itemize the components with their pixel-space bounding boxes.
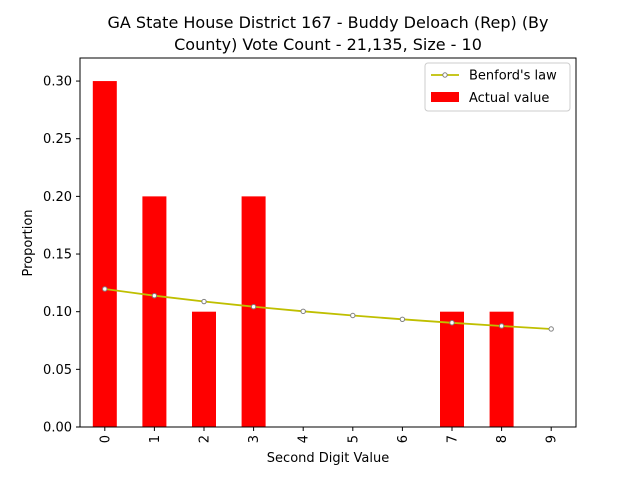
y-tick-label-5: 0.25 <box>43 132 72 147</box>
y-tick-label-1: 0.05 <box>43 363 72 378</box>
chart-title-line-2: County) Vote Count - 21,135, Size - 10 <box>174 35 482 54</box>
x-tick-label-7: 7 <box>446 435 461 443</box>
x-axis-label: Second Digit Value <box>267 451 389 466</box>
bar-digit-3 <box>241 196 266 427</box>
bar-digit-8 <box>489 311 514 427</box>
benford-point-8 <box>498 323 505 329</box>
benford-point-0 <box>102 286 108 292</box>
plot-area: 0.00 0.05 0.10 0.15 0.20 0.25 0.30 0 1 2 3 4 5 6 7 8 9 Be… <box>43 57 577 443</box>
plot-frame <box>79 57 577 428</box>
benford-point-3 <box>250 304 257 310</box>
benford-point-9 <box>548 326 554 332</box>
y-tick-label-6: 0.30 <box>43 75 72 90</box>
y-tick-label-4: 0.20 <box>43 190 72 205</box>
x-tick-label-1: 1 <box>148 435 163 443</box>
benford-point-5 <box>350 312 356 319</box>
x-tick-label-8: 8 <box>495 435 510 443</box>
benford-line <box>104 288 552 330</box>
x-tick-label-3: 3 <box>247 435 262 443</box>
x-tick-label-4: 4 <box>297 435 312 443</box>
benford-point-4 <box>300 308 306 315</box>
legend-bar-swatch <box>431 92 459 102</box>
x-tick-label-2: 2 <box>198 435 213 443</box>
legend-label-benford: Benford's law <box>469 69 557 84</box>
bar-digit-1 <box>142 196 167 427</box>
y-tick-label-2: 0.10 <box>43 305 72 320</box>
x-tick-label-6: 6 <box>396 435 411 443</box>
x-tick-label-9: 9 <box>545 435 560 443</box>
legend-box <box>424 62 571 112</box>
benford-point-2 <box>201 298 207 305</box>
x-tick-label-0: 0 <box>98 435 113 443</box>
bar-digit-7 <box>440 311 464 427</box>
legend-label-actual: Actual value <box>469 91 549 106</box>
legend-line-marker <box>442 72 448 78</box>
x-tick-label-5: 5 <box>346 435 361 443</box>
benford-point-6 <box>399 316 406 322</box>
y-tick-label-0: 0.00 <box>43 421 72 436</box>
bar-digit-2 <box>192 311 216 427</box>
y-tick-label-3: 0.15 <box>43 248 72 263</box>
bar-digit-0 <box>92 81 117 427</box>
y-axis-label: Proportion <box>21 209 36 276</box>
chart-title-line-1: GA State House District 167 - Buddy Delo… <box>108 13 549 32</box>
benford-point-1 <box>151 292 158 299</box>
benford-point-7 <box>449 320 455 326</box>
